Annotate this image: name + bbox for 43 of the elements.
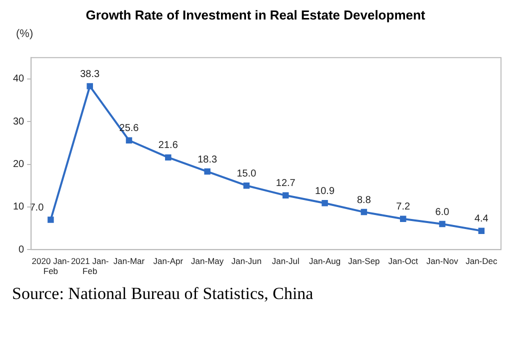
point: [322, 200, 328, 206]
point: [439, 220, 446, 228]
point: [48, 216, 54, 223]
point: [478, 228, 485, 234]
x-tick-label: 2020 Jan-Feb: [32, 256, 70, 276]
y-tick-label: 30: [13, 116, 25, 128]
x-tick-label: 2021 Jan-Feb: [70, 256, 109, 276]
x-tick-label: Jan-Aug: [308, 256, 341, 266]
data-label: 10.9: [315, 186, 335, 197]
data-label: 8.8: [357, 194, 372, 206]
data-label: 12.7: [276, 178, 296, 190]
x-tick-label: Jan-Dec: [466, 256, 498, 266]
point: [126, 137, 132, 144]
data-label: 7.0: [30, 202, 44, 214]
point: [360, 208, 368, 216]
x-tick-label: Jan-Nov: [426, 256, 459, 266]
x-tick-label: Jan-Oct: [388, 256, 419, 266]
data-label: 38.3: [80, 68, 100, 80]
data-label: 6.0: [435, 206, 450, 218]
point: [400, 216, 406, 222]
point: [86, 83, 93, 90]
point: [165, 154, 172, 161]
x-tick-label: Jan-Apr: [153, 256, 184, 266]
y-axis-title: (%): [16, 28, 34, 40]
chart-title: Growth Rate of Investment in Real Estate Development: [86, 7, 426, 22]
source-note: Source: National Bureau of Statistics, China: [12, 284, 314, 304]
x-tick-label: Jan-Jul: [272, 256, 300, 266]
x-tick-label: Jan-Mar: [113, 256, 145, 266]
x-tick-label: Jan-Jun: [231, 256, 262, 266]
point: [282, 192, 289, 199]
data-label: 7.2: [396, 202, 410, 213]
data-label: 18.3: [198, 154, 218, 166]
point: [243, 182, 250, 189]
point: [204, 168, 210, 175]
y-tick-label: 40: [13, 74, 25, 85]
data-label: 15.0: [236, 168, 257, 180]
x-tick-label: Jan-Sep: [348, 256, 380, 266]
data-label: 21.6: [158, 140, 178, 152]
y-tick-label: 0: [18, 244, 25, 256]
x-tick-label: Jan-May: [191, 256, 224, 266]
data-label: 4.4: [474, 214, 489, 225]
y-tick-label: 10: [13, 202, 25, 213]
y-tick-label: 20: [13, 159, 25, 170]
